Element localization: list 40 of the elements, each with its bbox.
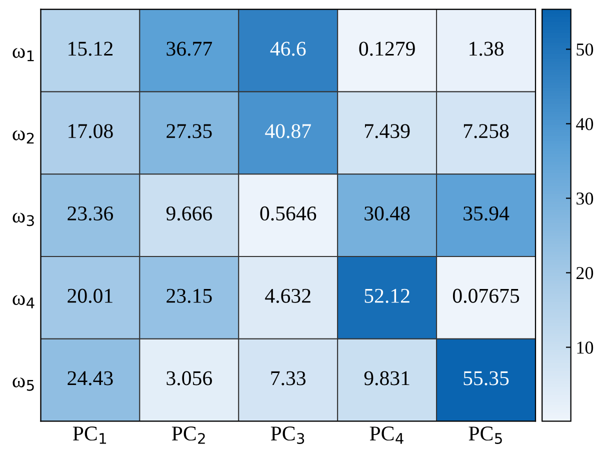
y-tick-label: ω$_{2}$ [12, 130, 34, 144]
y-tick-label: ω$_{5}$ [12, 377, 34, 391]
data-label: 17.08 [68, 124, 113, 138]
data-label: 46.6 [270, 42, 306, 56]
data-label: 0.07675 [452, 288, 520, 303]
data-label: 27.35 [166, 124, 212, 138]
data-label: 24.43 [68, 371, 113, 386]
data-label: 9.666 [166, 206, 212, 221]
x-tick-label: PC$_{4}$ [370, 426, 404, 444]
data-label: 0.1279 [359, 42, 415, 56]
data-label: 7.439 [365, 124, 410, 138]
data-label: 23.36 [68, 206, 114, 221]
data-label: 7.258 [464, 124, 509, 138]
data-label: 40.87 [265, 124, 311, 138]
color-bar-label: 20 [576, 267, 594, 280]
color-bar-label: 40 [576, 118, 594, 130]
x-tick-label: PC$_{1}$ [72, 426, 106, 444]
x-tick-label: PC$_{5}$ [468, 426, 502, 444]
color-bar-label: 10 [577, 342, 594, 354]
data-label: 4.632 [265, 288, 310, 303]
x-tick-label: PC$_{2}$ [172, 426, 205, 444]
y-tick-label: ω$_{3}$ [12, 212, 34, 226]
y-tick-label: ω$_{4}$ [12, 295, 34, 308]
x-tick-label: PC$_{3}$ [270, 426, 304, 444]
data-label: 20.01 [68, 288, 112, 303]
data-label: 30.48 [364, 206, 410, 221]
data-label: 3.056 [166, 371, 212, 386]
data-label: 23.15 [166, 288, 212, 303]
data-label: 52.12 [364, 288, 410, 303]
data-label: 7.33 [271, 371, 306, 386]
data-label: 55.35 [464, 371, 509, 386]
data-label: 0.5646 [260, 206, 316, 221]
data-label: 9.831 [364, 371, 410, 386]
color-bar-label: 50 [576, 43, 594, 56]
y-tick-label: ω$_{1}$ [12, 48, 34, 62]
data-label: 35.94 [464, 206, 510, 221]
data-label: 15.12 [68, 42, 112, 56]
data-label: 1.38 [470, 42, 504, 56]
color-bar-label: 30 [576, 192, 594, 205]
data-label: 36.77 [166, 42, 212, 56]
